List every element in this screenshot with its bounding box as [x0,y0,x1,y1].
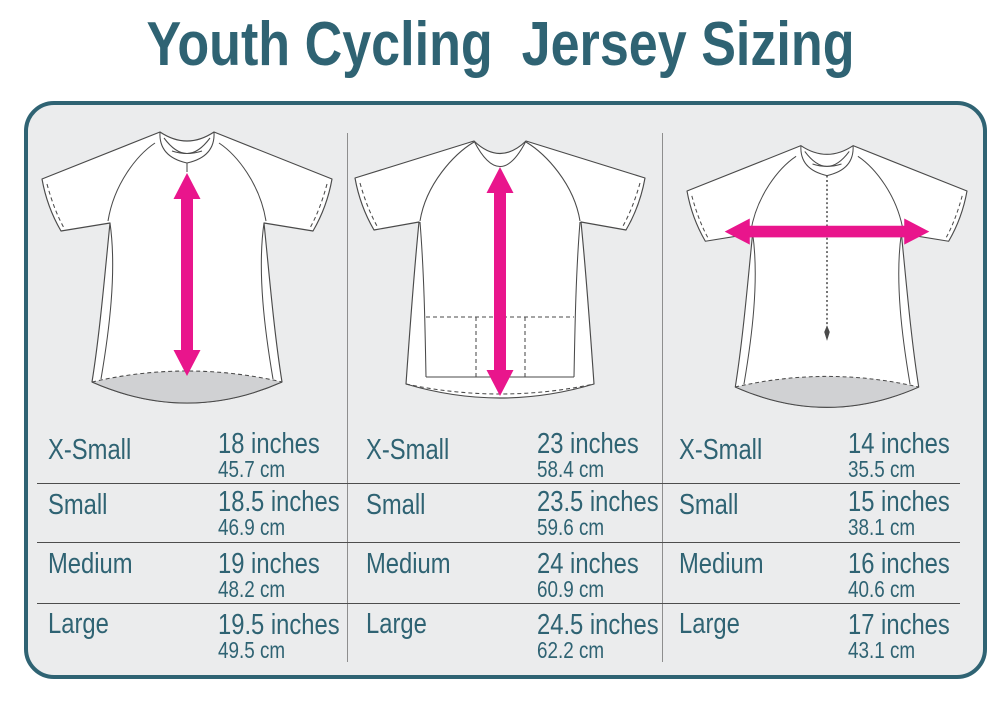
cm-value: 35.5 cm [847,456,915,482]
inches-value: 15 inches [847,486,950,518]
column-divider [347,132,349,662]
hem-opening-shadow [734,375,919,407]
row-separator [36,602,960,604]
hem-opening-shadow [92,370,282,403]
inches-value: 16 inches [847,548,950,580]
inches-value: 23.5 inches [536,486,659,518]
jersey-front-length-diagram [41,130,333,403]
size-value: 17 inches 43.1 cm [848,611,950,662]
jersey-back-length-diagram [353,139,646,399]
cm-value: 40.6 cm [847,576,915,602]
size-value: 14 inches 35.5 cm [848,430,950,481]
size-label: X-Small [48,434,132,466]
sizing-panel: X-Small 18 inches 45.7 cm Small 18.5 inc… [24,101,987,679]
size-value: 19.5 inches 49.5 cm [218,611,340,662]
size-label: Medium [365,548,451,580]
inches-value: 17 inches [847,609,950,641]
jersey-front-chest-diagram [685,144,968,408]
row-separator [36,541,960,543]
cm-value: 59.6 cm [536,514,604,540]
cm-value: 38.1 cm [847,514,915,540]
size-label: Small [48,489,108,521]
cm-value: 48.2 cm [217,576,285,602]
inches-value: 19.5 inches [217,609,340,641]
cm-value: 49.5 cm [217,637,285,663]
jersey-seam-lines [358,140,641,395]
page-title: Youth Cycling Jersey Sizing [146,9,855,79]
size-value: 18 inches 45.7 cm [218,430,320,481]
length-measure-arrow [173,172,201,376]
size-label: X-Small [365,434,449,466]
size-value: 24.5 inches 62.2 cm [537,611,659,662]
size-value: 23.5 inches 59.6 cm [537,488,659,539]
cm-value: 58.4 cm [536,456,604,482]
inches-value: 24 inches [536,548,639,580]
cm-value: 62.2 cm [536,637,604,663]
row-separator [36,482,960,484]
column-divider [661,132,663,662]
inches-value: 23 inches [536,428,639,460]
size-value: 18.5 inches 46.9 cm [218,488,340,539]
size-value: 19 inches 48.2 cm [218,550,320,601]
size-label: Small [678,489,738,521]
inches-value: 19 inches [217,548,320,580]
jersey-seam-lines [690,145,963,408]
size-label: Medium [678,548,764,580]
cm-value: 46.9 cm [217,514,285,540]
size-value: 15 inches 38.1 cm [848,488,950,539]
size-label: Large [365,608,427,640]
inches-value: 24.5 inches [536,609,659,641]
cm-value: 43.1 cm [847,637,915,663]
size-value: 24 inches 60.9 cm [537,550,639,601]
length-measure-arrow [486,166,513,396]
size-value: 23 inches 58.4 cm [537,430,639,481]
cm-value: 45.7 cm [217,456,285,482]
inches-value: 18.5 inches [217,486,340,518]
jersey-seam-lines [46,131,328,403]
size-label: Large [678,608,740,640]
size-label: Medium [48,548,133,580]
size-label: Small [365,489,425,521]
chest-measure-arrow [724,218,929,245]
size-label: Large [48,608,109,640]
inches-value: 14 inches [847,428,950,460]
inches-value: 18 inches [217,428,320,460]
cm-value: 60.9 cm [536,576,604,602]
size-label: X-Small [678,434,762,466]
zipper [823,175,830,341]
size-value: 16 inches 40.6 cm [848,550,950,601]
